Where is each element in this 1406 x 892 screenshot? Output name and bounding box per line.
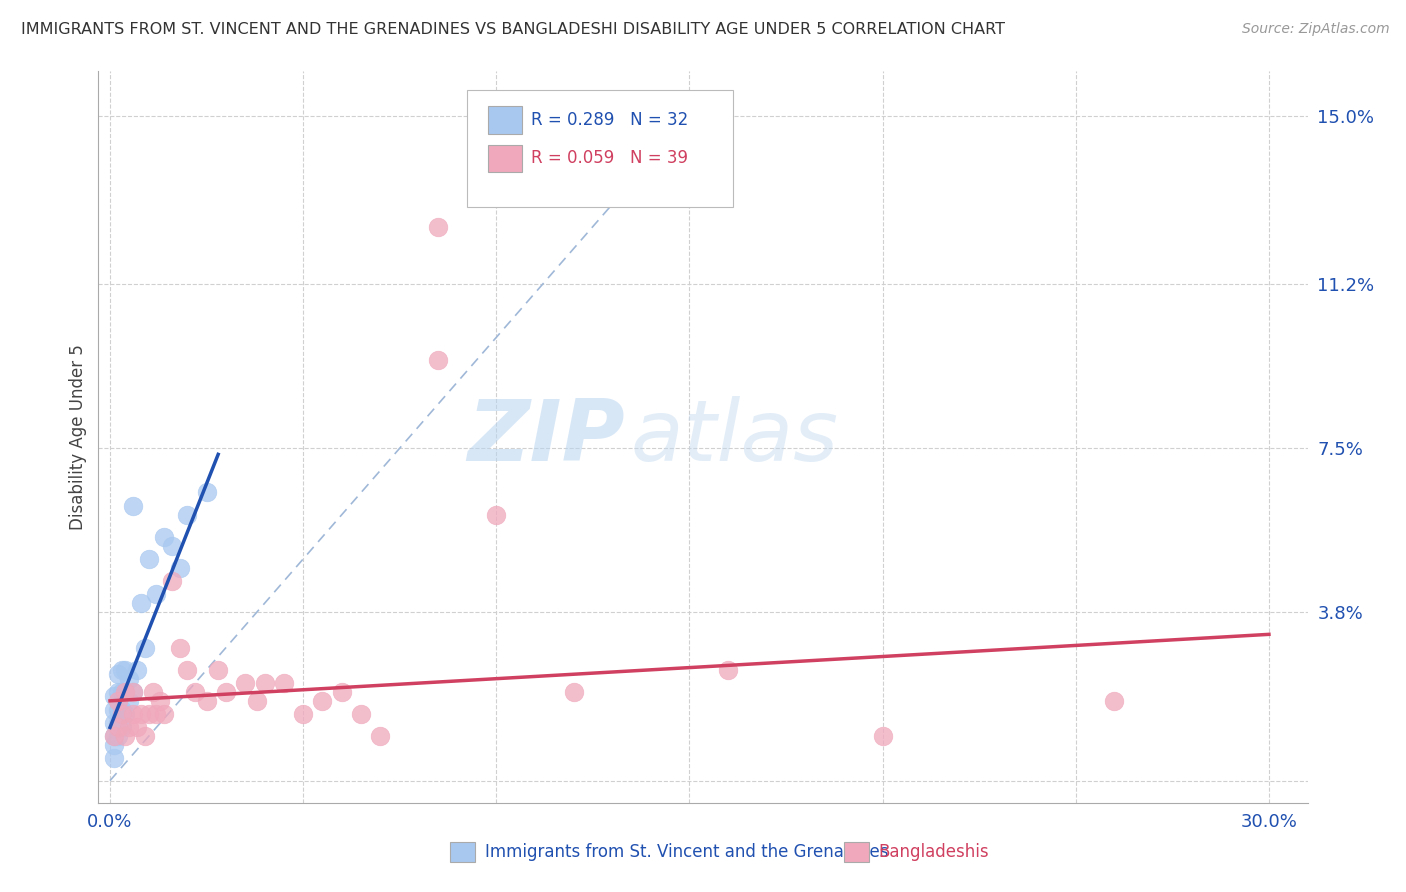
Point [138, 552, 160, 566]
Point [107, 667, 129, 681]
Point [107, 703, 129, 717]
Point [103, 729, 125, 743]
Point [215, 685, 238, 699]
Text: R = 0.289   N = 32: R = 0.289 N = 32 [531, 111, 689, 128]
Point [160, 539, 183, 553]
Point [160, 574, 183, 589]
Point [107, 721, 129, 735]
Point [184, 685, 207, 699]
Point [176, 663, 198, 677]
Point [103, 751, 125, 765]
Point [176, 508, 198, 522]
Point [134, 729, 156, 743]
Point [153, 530, 176, 544]
Point [118, 721, 141, 735]
Point [129, 707, 152, 722]
Bar [488, 145, 522, 172]
FancyBboxPatch shape [467, 90, 734, 207]
Point [233, 676, 256, 690]
Point [103, 690, 125, 704]
Point [110, 685, 132, 699]
Point [141, 685, 163, 699]
Point [350, 707, 373, 722]
Bar [488, 106, 522, 134]
Point [169, 640, 191, 655]
Point [145, 587, 167, 601]
Point [110, 721, 132, 735]
Point [145, 707, 167, 722]
Point [292, 707, 315, 722]
Point [110, 663, 132, 677]
Y-axis label: Disability Age Under 5: Disability Age Under 5 [69, 344, 87, 530]
Point [110, 707, 132, 722]
Text: R = 0.059   N = 39: R = 0.059 N = 39 [531, 149, 689, 168]
Point [103, 716, 125, 731]
Point [114, 707, 136, 722]
Point [872, 729, 894, 743]
Point [273, 676, 295, 690]
Text: IMMIGRANTS FROM ST. VINCENT AND THE GRENADINES VS BANGLADESHI DISABILITY AGE UND: IMMIGRANTS FROM ST. VINCENT AND THE GREN… [21, 22, 1005, 37]
Point [195, 694, 218, 708]
Point [169, 561, 191, 575]
Point [149, 694, 172, 708]
Text: ZIP: ZIP [467, 395, 624, 479]
Point [153, 707, 176, 722]
Point [114, 685, 136, 699]
Point [103, 738, 125, 752]
Text: Source: ZipAtlas.com: Source: ZipAtlas.com [1241, 22, 1389, 37]
Point [134, 640, 156, 655]
Point [125, 721, 148, 735]
Point [311, 694, 333, 708]
Point [125, 663, 148, 677]
Point [1104, 694, 1126, 708]
Point [107, 729, 129, 743]
Point [122, 685, 145, 699]
Point [122, 707, 145, 722]
Point [118, 694, 141, 708]
Point [562, 685, 585, 699]
Point [118, 672, 141, 686]
Point [427, 219, 450, 234]
Point [253, 676, 276, 690]
Point [107, 694, 129, 708]
Text: atlas: atlas [630, 395, 838, 479]
Point [717, 663, 740, 677]
Point [103, 703, 125, 717]
Point [485, 508, 508, 522]
Point [207, 663, 229, 677]
Point [370, 729, 392, 743]
Text: Immigrants from St. Vincent and the Grenadines: Immigrants from St. Vincent and the Gren… [485, 843, 889, 861]
Point [114, 729, 136, 743]
Point [110, 703, 132, 717]
Point [129, 596, 152, 610]
Point [246, 694, 269, 708]
Point [114, 685, 136, 699]
Point [427, 352, 450, 367]
Point [122, 499, 145, 513]
Point [114, 663, 136, 677]
Point [107, 685, 129, 699]
Point [107, 716, 129, 731]
Point [138, 707, 160, 722]
Text: Bangladeshis: Bangladeshis [879, 843, 990, 861]
Point [122, 685, 145, 699]
Point [195, 485, 218, 500]
Point [330, 685, 353, 699]
Point [103, 729, 125, 743]
